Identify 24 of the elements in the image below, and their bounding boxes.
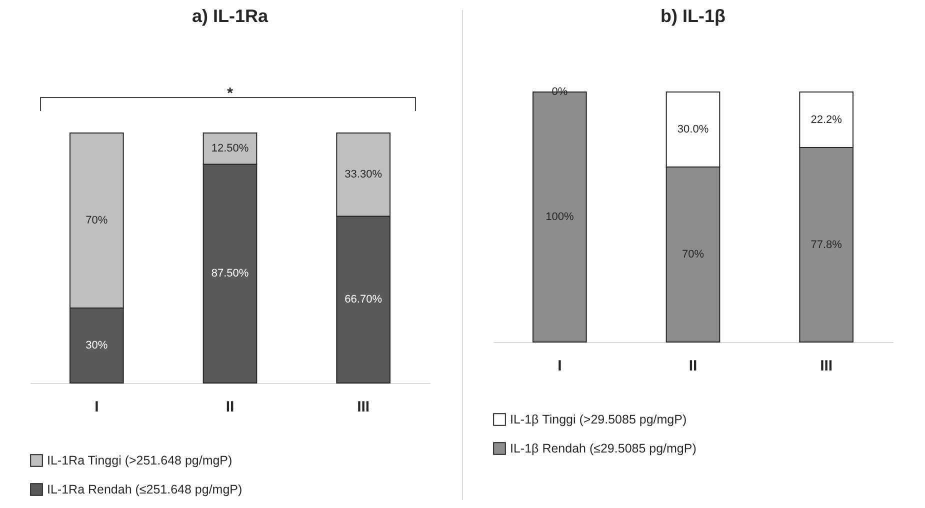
x-tick-label: II <box>688 358 698 374</box>
data-label: 77.8% <box>810 238 842 251</box>
text: * <box>227 85 234 102</box>
legend-label: IL-1β Tinggi (>29.5085 pg/mgP) <box>510 412 687 426</box>
data-label: 70% <box>682 248 704 260</box>
chart-title: a) IL-1Ra <box>192 6 269 26</box>
data-label: 70% <box>86 214 108 226</box>
data-label: 66.70% <box>344 294 382 306</box>
data-label: 87.50% <box>211 268 249 280</box>
x-tick-label: I <box>94 398 99 416</box>
chart-title: b) IL-1β <box>660 6 726 26</box>
legend-label: IL-1Ra Rendah (≤251.648 pg/mgP) <box>47 482 242 496</box>
data-label: 100% <box>546 211 574 223</box>
data-label: 30% <box>86 340 108 352</box>
x-tick-label: I <box>558 358 562 374</box>
x-tick-label: III <box>357 398 370 416</box>
legend-label: IL-1β Rendah (≤29.5085 pg/mgP) <box>510 442 696 456</box>
data-label: 12.50% <box>211 142 249 155</box>
legend-label: IL-1Ra Tinggi (>251.648 pg/mgP) <box>47 454 232 468</box>
data-label: 22.2% <box>810 114 842 126</box>
data-label: 33.30% <box>344 168 382 181</box>
x-tick-label: II <box>226 398 234 416</box>
data-label: 30.0% <box>677 124 709 136</box>
x-tick-label: III <box>820 358 833 374</box>
